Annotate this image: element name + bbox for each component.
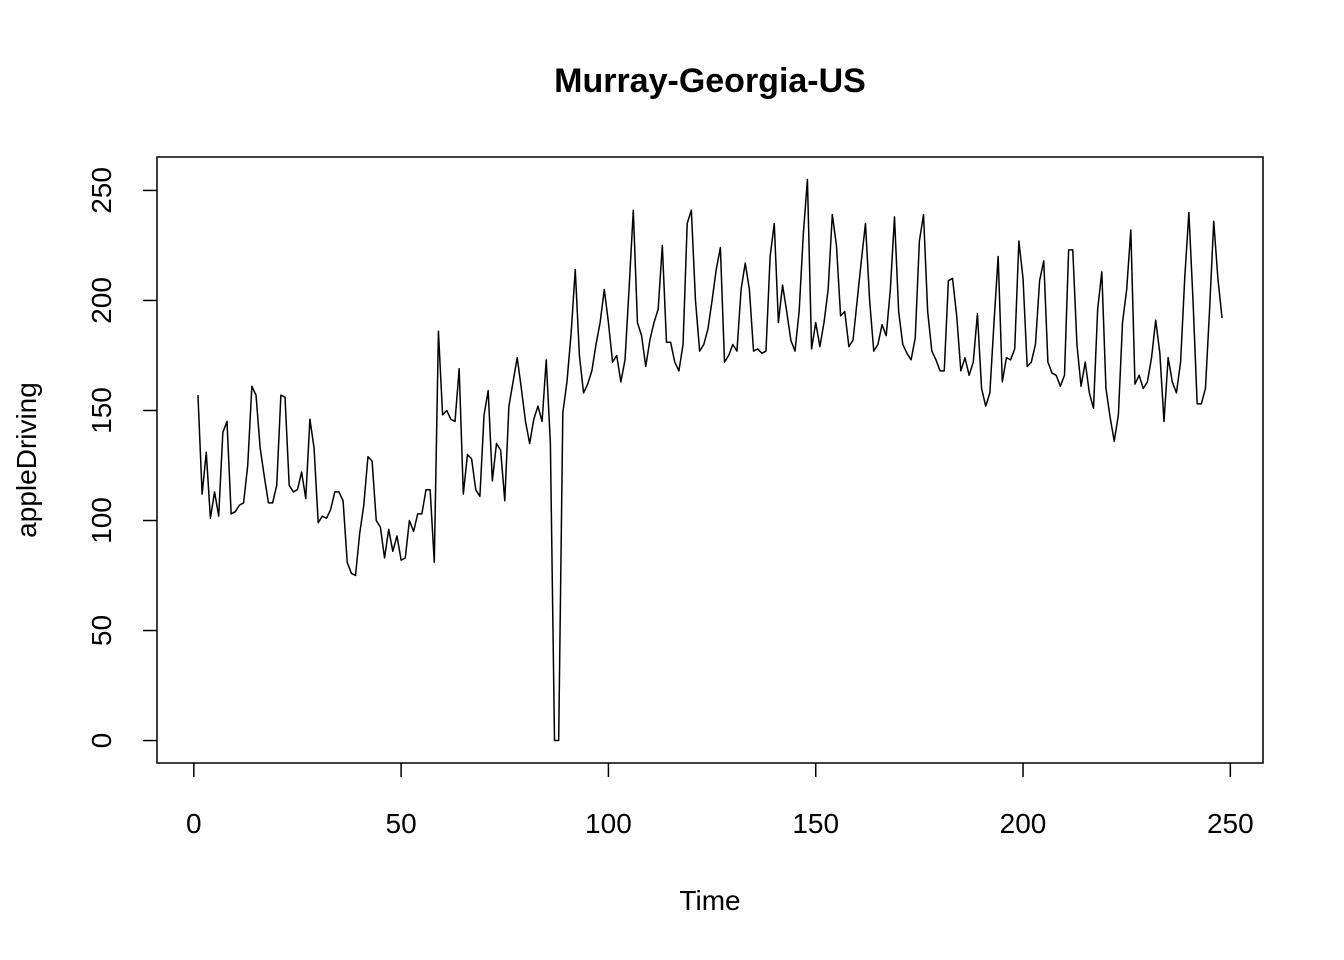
plot-frame: [156, 156, 1264, 764]
x-tick-label: 0: [186, 808, 202, 839]
x-tick-label: 50: [386, 808, 417, 839]
y-tick-label: 100: [86, 497, 117, 544]
chart-title: Murray-Georgia-US: [554, 62, 866, 100]
x-tick-label: 250: [1207, 808, 1254, 839]
y-tick-label: 0: [86, 733, 117, 749]
y-tick-label: 50: [86, 615, 117, 646]
y-tick-label: 250: [86, 167, 117, 214]
x-tick-label: 100: [585, 808, 632, 839]
x-tick-label: 200: [1000, 808, 1047, 839]
y-tick-label: 200: [86, 277, 117, 324]
data-line: [197, 178, 1223, 742]
x-axis-label: Time: [679, 885, 740, 916]
x-tick-label: 150: [792, 808, 839, 839]
y-tick-label: 150: [86, 387, 117, 434]
y-axis-label: appleDriving: [11, 382, 42, 538]
